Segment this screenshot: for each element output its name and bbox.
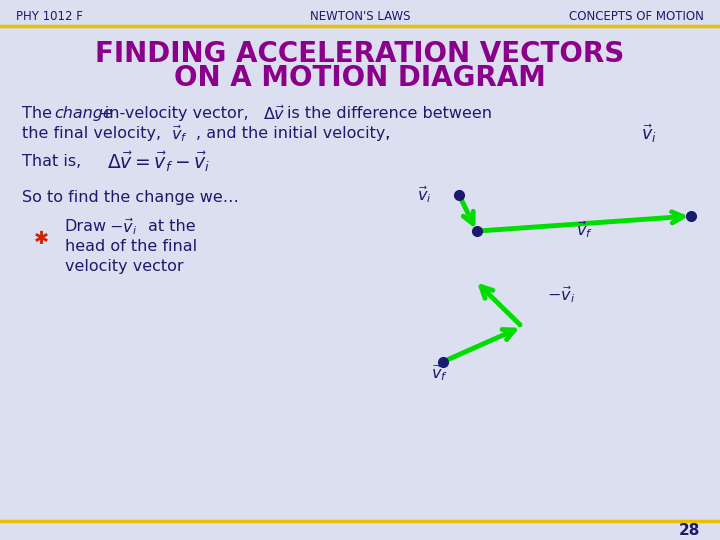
Text: head of the final: head of the final bbox=[65, 239, 197, 254]
Text: the final velocity,: the final velocity, bbox=[22, 126, 161, 141]
Text: That is,: That is, bbox=[22, 154, 81, 170]
Text: $\vec{v}_i$: $\vec{v}_i$ bbox=[418, 184, 432, 205]
Text: NEWTON'S LAWS: NEWTON'S LAWS bbox=[310, 10, 410, 23]
Text: velocity vector: velocity vector bbox=[65, 259, 184, 274]
Text: $-\vec{v}_i$: $-\vec{v}_i$ bbox=[547, 284, 575, 305]
Text: ✱: ✱ bbox=[34, 230, 50, 248]
Text: PHY 1012 F: PHY 1012 F bbox=[16, 10, 83, 23]
Text: The: The bbox=[22, 106, 57, 121]
Text: $\vec{v}_i$: $\vec{v}_i$ bbox=[641, 123, 657, 145]
Text: $\Delta\vec{v}$: $\Delta\vec{v}$ bbox=[263, 104, 285, 123]
Text: 28: 28 bbox=[678, 523, 700, 538]
Text: is the difference between: is the difference between bbox=[287, 106, 492, 121]
Text: So to find the change we…: So to find the change we… bbox=[22, 190, 238, 205]
Text: , and the initial velocity,: , and the initial velocity, bbox=[196, 126, 390, 141]
Text: at the: at the bbox=[148, 219, 195, 234]
Text: CONCEPTS OF MOTION: CONCEPTS OF MOTION bbox=[570, 10, 704, 23]
Text: $\vec{v}_f$: $\vec{v}_f$ bbox=[171, 124, 189, 144]
Text: $\vec{v}_f$: $\vec{v}_f$ bbox=[431, 362, 448, 383]
Text: Draw: Draw bbox=[65, 219, 107, 234]
Text: $\Delta\vec{v} = \vec{v}_f - \vec{v}_i$: $\Delta\vec{v} = \vec{v}_f - \vec{v}_i$ bbox=[107, 150, 210, 174]
Text: -in-velocity vector,: -in-velocity vector, bbox=[99, 106, 249, 121]
Text: ON A MOTION DIAGRAM: ON A MOTION DIAGRAM bbox=[174, 64, 546, 92]
Text: change: change bbox=[55, 106, 114, 121]
Text: .: . bbox=[384, 126, 390, 141]
Text: $-\vec{v}_i$: $-\vec{v}_i$ bbox=[109, 217, 138, 237]
Text: FINDING ACCELERATION VECTORS: FINDING ACCELERATION VECTORS bbox=[95, 40, 625, 68]
Text: $\vec{v}_f$: $\vec{v}_f$ bbox=[576, 219, 593, 240]
